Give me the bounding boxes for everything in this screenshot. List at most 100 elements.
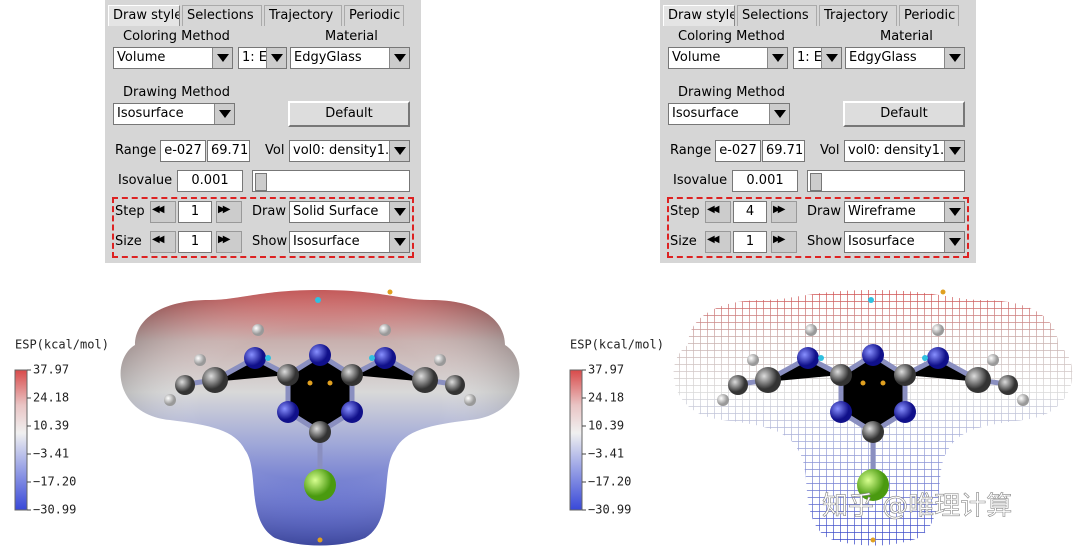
dropdown-value: EdgyGlass [849,50,917,65]
size-increase[interactable] [771,231,797,253]
dropdown-value: Isosurface [672,106,739,121]
dropdown-arrow[interactable] [389,141,409,161]
volume-dropdown[interactable]: vol0: density1.c [289,140,410,162]
highlight-box [667,197,969,258]
step-decrease[interactable] [705,201,731,223]
isovalue-slider[interactable] [807,170,965,192]
dropdown-arrow[interactable] [389,48,409,68]
dropdown-arrow[interactable] [214,104,234,124]
range-max-input[interactable]: 69.71 [207,140,250,162]
label: Vol [820,143,840,158]
colorbar: ESP(kcal/mol) 37.97 24.18 10.39 −3.41 −17.20 −… [14,338,109,517]
label: Material [325,29,378,44]
label: Isovalue [673,173,728,188]
tab[interactable]: Draw style [663,5,735,26]
colorbar-tick-label: −17.20 [588,475,631,489]
dropdown-arrow[interactable] [266,48,286,68]
colorbar-tick-label: −17.20 [33,475,76,489]
dropdown-value: Volume [672,50,721,65]
size-increase[interactable] [216,231,242,253]
watermark: 知乎 @唯理计算 [822,492,1012,522]
step-decrease[interactable] [150,201,176,223]
dropdown-arrow[interactable] [767,48,787,68]
label: Show [807,234,843,249]
material-dropdown[interactable]: EdgyGlass [845,47,965,69]
tab[interactable]: Periodic [899,5,959,26]
dropdown-arrow[interactable] [389,202,409,222]
tab[interactable]: Trajectory [819,5,897,26]
dropdown-value: Isosurface [293,234,360,249]
colorbar-gradient [569,369,583,511]
draw-dropdown[interactable]: Solid Surface [289,201,410,223]
size-input[interactable]: 1 [733,231,767,253]
colorbar-tick-label: 37.97 [33,363,69,377]
graphics-panel: Draw style Selections Trajectory Periodic Co… [660,0,976,263]
colorbar-gradient [14,369,28,511]
colorbar: ESP(kcal/mol) 37.97 24.18 10.39 −3.41 −17.20 −… [569,338,664,517]
dropdown-arrow[interactable] [944,232,964,252]
colorbar-tick-label: 24.18 [33,391,69,405]
label: Step [670,204,700,219]
show-dropdown[interactable]: Isosurface [289,231,410,253]
dropdown-arrow[interactable] [821,48,841,68]
isovalue-slider[interactable] [252,170,410,192]
step-increase[interactable] [771,201,797,223]
label: Drawing Method [678,85,785,100]
default-button[interactable]: Default [288,101,410,127]
dropdown-arrow[interactable] [944,141,964,161]
highlight-box [112,197,414,258]
colorbar-tick-label: 10.39 [588,419,624,433]
step-increase[interactable] [216,201,242,223]
colorbar-tick-label: 10.39 [33,419,69,433]
dropdown-value: Volume [117,50,166,65]
dropdown-arrow[interactable] [944,48,964,68]
dropdown-value: Isosurface [848,234,915,249]
size-input[interactable]: 1 [178,231,212,253]
label: Draw [807,204,841,219]
range-min-input[interactable]: e-027 [715,140,761,162]
range-max-input[interactable]: 69.71 [762,140,805,162]
coloring-method-dropdown[interactable]: Volume [668,47,788,69]
tab[interactable]: Selections [737,5,817,26]
label: Show [252,234,288,249]
range-min-input[interactable]: e-027 [160,140,206,162]
step-input[interactable]: 1 [178,201,212,223]
size-decrease[interactable] [150,231,176,253]
size-decrease[interactable] [705,231,731,253]
dropdown-value: Isosurface [117,106,184,121]
label: Coloring Method [678,29,785,44]
colorbar-title: ESP(kcal/mol) [570,338,664,352]
coloring-method-dropdown[interactable]: Volume [113,47,233,69]
step-input[interactable]: 4 [733,201,767,223]
label: Vol [265,143,285,158]
show-dropdown[interactable]: Isosurface [844,231,965,253]
tab[interactable]: Trajectory [264,5,342,26]
drawing-method-dropdown[interactable]: Isosurface [668,103,790,125]
dropdown-arrow[interactable] [944,202,964,222]
tab[interactable]: Periodic [344,5,404,26]
volume-dropdown[interactable]: vol0: density1.c [844,140,965,162]
drawing-method-dropdown[interactable]: Isosurface [113,103,235,125]
color-id-dropdown[interactable]: 1: E [238,47,287,69]
label: Step [115,204,145,219]
label: Size [115,234,142,249]
draw-dropdown[interactable]: Wireframe [844,201,965,223]
label: Range [670,143,712,158]
dropdown-arrow[interactable] [389,232,409,252]
colorbar-tick-label: −30.99 [588,503,631,517]
isovalue-input[interactable]: 0.001 [177,170,243,192]
isovalue-input[interactable]: 0.001 [732,170,798,192]
colorbar-tick-label: −3.41 [588,447,624,461]
dropdown-arrow[interactable] [769,104,789,124]
color-id-dropdown[interactable]: 1: E [793,47,842,69]
material-dropdown[interactable]: EdgyGlass [290,47,410,69]
dropdown-value: vol0: density1.c [293,143,397,158]
tab[interactable]: Selections [182,5,262,26]
default-button[interactable]: Default [843,101,965,127]
tab[interactable]: Draw style [108,5,180,26]
colorbar-tick-label: −30.99 [33,503,76,517]
dropdown-arrow[interactable] [212,48,232,68]
dropdown-value: Wireframe [848,204,916,219]
